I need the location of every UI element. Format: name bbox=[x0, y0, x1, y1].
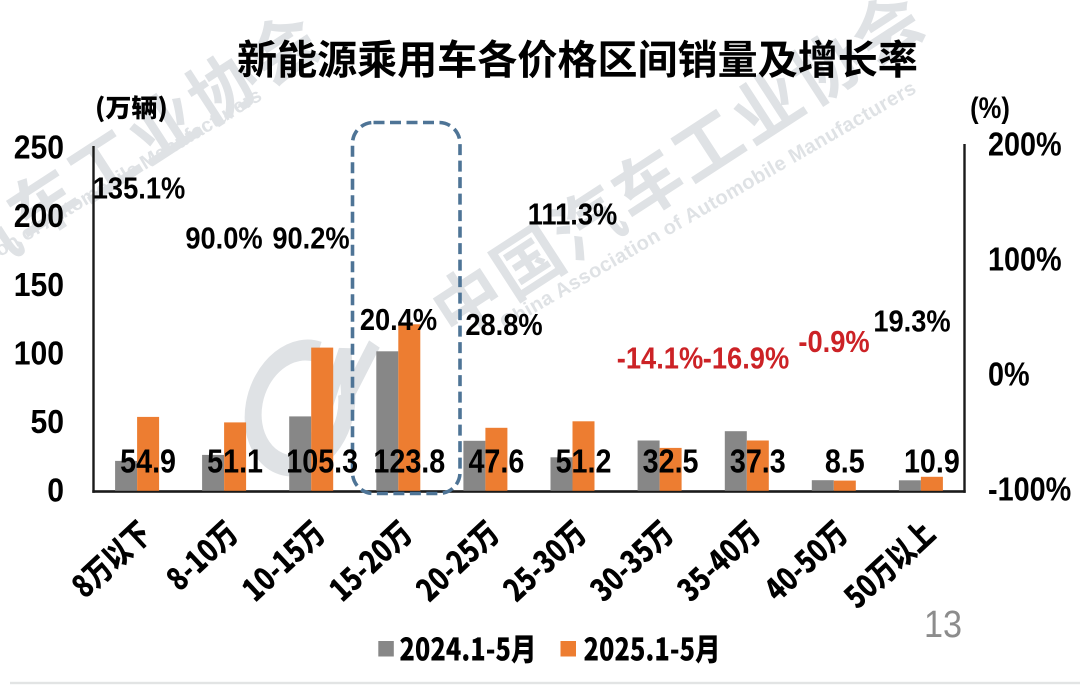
svg-text:100%: 100% bbox=[988, 241, 1062, 279]
svg-text:28.8%: 28.8% bbox=[465, 308, 542, 342]
svg-text:(%): (%) bbox=[970, 91, 1010, 124]
svg-text:50: 50 bbox=[30, 403, 64, 441]
svg-text:200: 200 bbox=[14, 197, 64, 235]
svg-text:105.3: 105.3 bbox=[286, 442, 358, 479]
svg-text:0: 0 bbox=[47, 471, 64, 509]
svg-text:150: 150 bbox=[14, 265, 64, 303]
svg-text:0%: 0% bbox=[988, 356, 1030, 394]
svg-text:-14.1%: -14.1% bbox=[617, 342, 703, 376]
svg-text:54.9: 54.9 bbox=[120, 442, 176, 479]
svg-text:200%: 200% bbox=[988, 126, 1062, 164]
svg-text:13: 13 bbox=[924, 602, 962, 645]
svg-text:19.3%: 19.3% bbox=[873, 305, 950, 339]
svg-text:-16.9%: -16.9% bbox=[703, 342, 789, 376]
svg-text:90.2%: 90.2% bbox=[272, 222, 349, 256]
svg-text:135.1%: 135.1% bbox=[93, 172, 186, 206]
svg-text:111.3%: 111.3% bbox=[528, 198, 618, 232]
svg-text:47.6: 47.6 bbox=[468, 442, 524, 479]
svg-text:20.4%: 20.4% bbox=[360, 303, 437, 337]
svg-text:100: 100 bbox=[14, 334, 64, 372]
svg-text:-100%: -100% bbox=[988, 471, 1071, 509]
svg-text:123.8: 123.8 bbox=[373, 442, 445, 479]
svg-text:250: 250 bbox=[14, 128, 64, 166]
svg-text:-0.9%: -0.9% bbox=[798, 325, 869, 359]
svg-text:51.1: 51.1 bbox=[207, 442, 263, 479]
svg-text:51.2: 51.2 bbox=[556, 442, 612, 479]
svg-text:8.5: 8.5 bbox=[825, 442, 865, 479]
svg-text:90.0%: 90.0% bbox=[185, 222, 262, 256]
svg-text:32.5: 32.5 bbox=[643, 442, 699, 479]
svg-text:37.3: 37.3 bbox=[730, 442, 786, 479]
svg-text:10.9: 10.9 bbox=[904, 442, 960, 479]
